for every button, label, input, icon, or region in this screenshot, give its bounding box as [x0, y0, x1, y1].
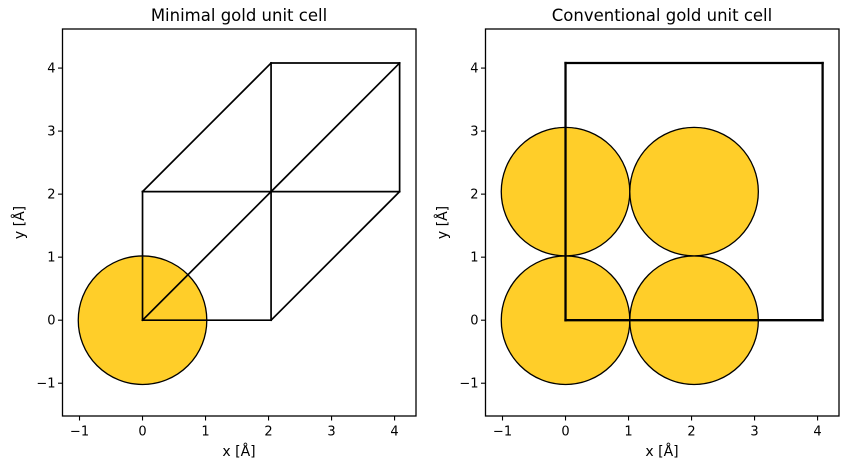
y-tick-label: 1: [47, 251, 55, 266]
unit-cell-edge: [141, 190, 273, 322]
x-tick-label: 2: [687, 425, 695, 440]
unit-cell-edge: [141, 61, 273, 193]
unit-cell-edge: [269, 61, 401, 193]
x-tick-label: 0: [138, 425, 146, 440]
conventional-cell-plot: −1 0 1 2 3 4 −1 0 1 2 3 4 Conventional gold unit ce…: [434, 6, 840, 460]
x-tick-label: 4: [813, 425, 821, 440]
plot-title: Minimal gold unit cell: [151, 6, 327, 25]
gold-atom: [629, 126, 759, 257]
y-tick-label: 4: [47, 62, 55, 77]
x-tick-label: 1: [624, 425, 632, 440]
x-tick-label: 1: [201, 425, 209, 440]
y-tick-label: 3: [47, 125, 55, 140]
x-tick-label: −1: [70, 425, 89, 440]
x-axis-label: x [Å]: [645, 443, 678, 460]
conventional-cell-plot-area: −1 0 1 2 3 4 −1 0 1 2 3 4: [459, 28, 840, 440]
minimal-cell-plot: −1 0 1 2 3 4 −1 0 1 2 3 4 Minimal gold unit cell x …: [11, 6, 417, 460]
x-tick-label: 3: [750, 425, 758, 440]
x-tick-label: −1: [493, 425, 512, 440]
y-tick-label: 4: [470, 62, 478, 77]
plot-title: Conventional gold unit cell: [552, 6, 772, 25]
y-tick-label: 1: [470, 251, 478, 266]
y-tick-label: 0: [470, 314, 478, 329]
y-tick-label: 3: [470, 125, 478, 140]
y-axis-label: y [Å]: [11, 206, 28, 239]
y-tick-label: 2: [470, 188, 478, 203]
y-tick-label: −1: [36, 377, 55, 392]
y-tick-label: −1: [459, 377, 478, 392]
x-tick-label: 0: [561, 425, 569, 440]
x-tick-label: 2: [264, 425, 272, 440]
axes-spines: [61, 28, 417, 417]
x-tick-label: 3: [327, 425, 335, 440]
y-tick-label: 2: [47, 188, 55, 203]
y-axis-label: y [Å]: [434, 206, 451, 239]
unit-cell-edge: [269, 190, 401, 322]
y-tick-label: 0: [47, 314, 55, 329]
axes-spines: [484, 28, 840, 417]
minimal-cell-plot-area: −1 0 1 2 3 4 −1 0 1 2 3 4: [36, 28, 417, 440]
x-tick-label: 4: [390, 425, 398, 440]
x-axis-label: x [Å]: [222, 443, 255, 460]
